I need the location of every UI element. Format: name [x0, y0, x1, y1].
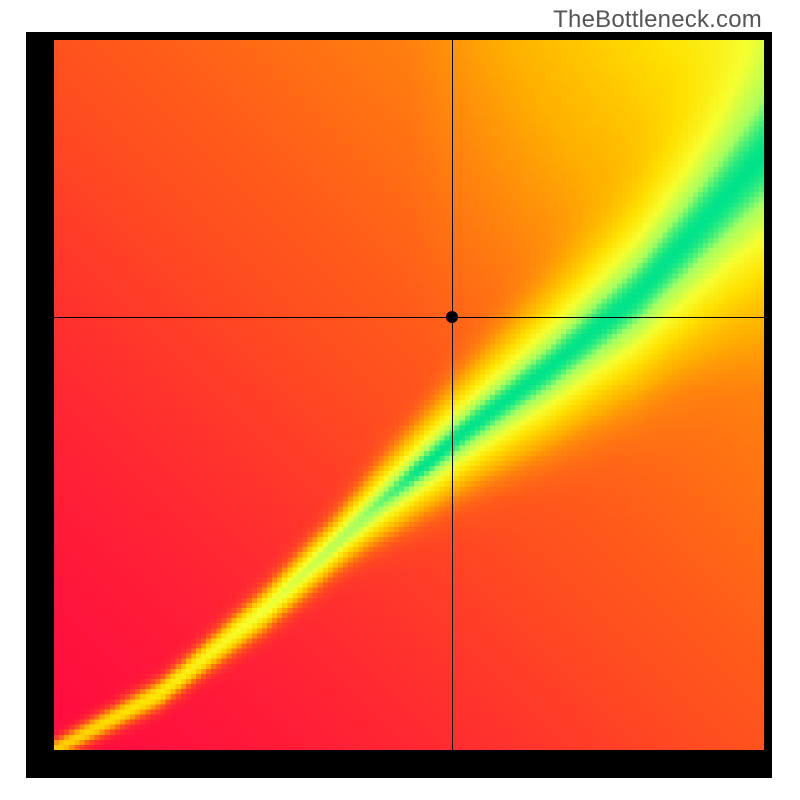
heatmap-canvas — [54, 40, 764, 750]
crosshair-horizontal — [54, 317, 764, 318]
heatmap-plot — [54, 40, 764, 750]
crosshair-marker — [446, 311, 458, 323]
crosshair-vertical — [452, 40, 453, 750]
chart-frame — [26, 32, 772, 778]
stage: TheBottleneck.com — [0, 0, 800, 800]
watermark-text: TheBottleneck.com — [553, 6, 762, 34]
